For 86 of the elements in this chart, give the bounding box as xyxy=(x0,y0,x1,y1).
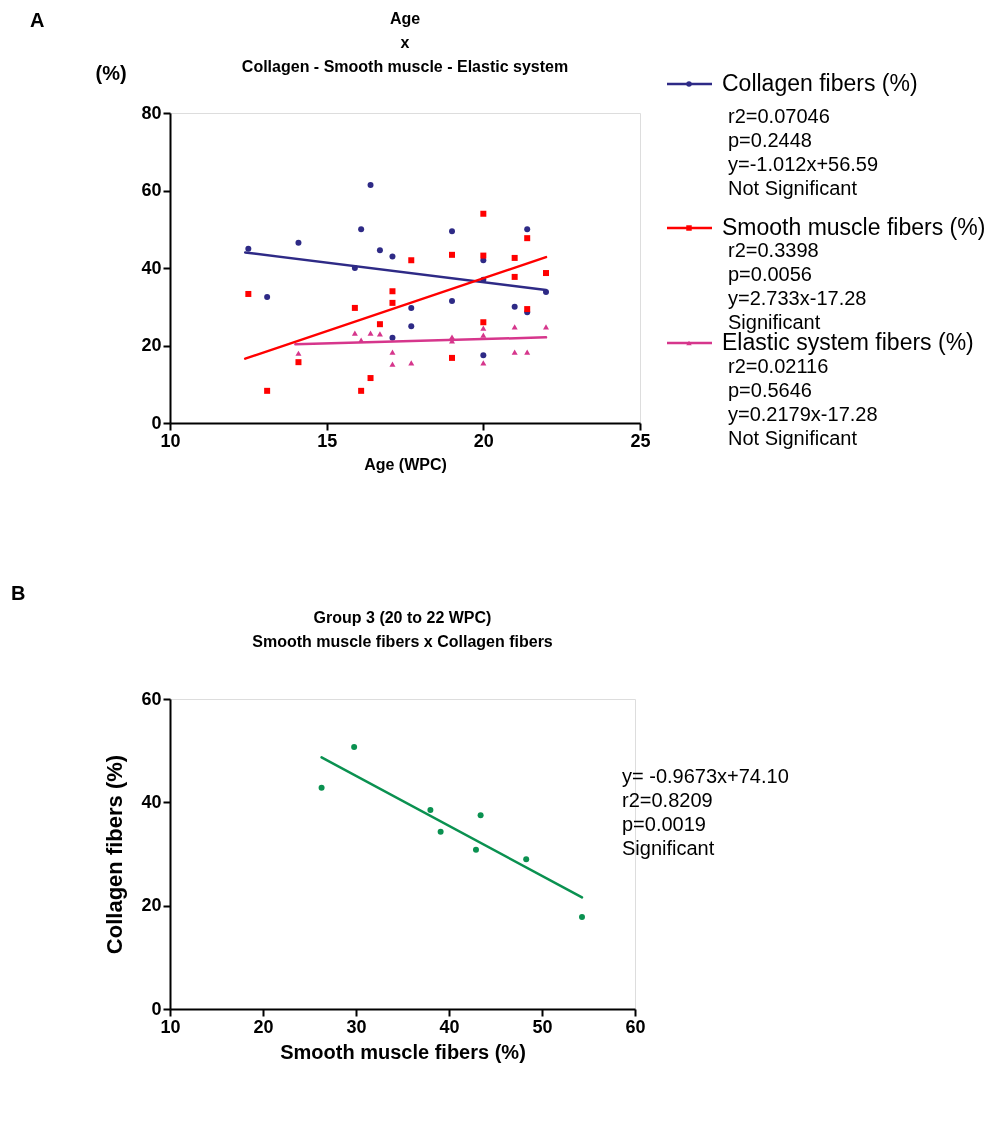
x-tick-label: 10 xyxy=(160,1016,181,1037)
point xyxy=(351,304,358,311)
text: A xyxy=(30,9,45,31)
point xyxy=(480,332,487,338)
y-tick-label: 0 xyxy=(151,412,162,433)
legend-label: Collagen fibers (%) xyxy=(722,70,918,96)
point xyxy=(511,349,518,355)
y-tick-label: 0 xyxy=(151,998,162,1019)
x-tick-label: 30 xyxy=(346,1016,367,1037)
point xyxy=(480,325,487,331)
point xyxy=(389,349,396,355)
x-tick-label: 15 xyxy=(317,430,338,451)
point xyxy=(524,349,531,355)
point xyxy=(389,361,396,367)
point xyxy=(367,182,374,189)
y-tick-label: 40 xyxy=(141,257,162,278)
point xyxy=(523,856,530,863)
text: r2=0.07046 p=0.2448 y=-1.012x+56.59 Not Significant xyxy=(728,105,879,199)
y-tick-label: 60 xyxy=(141,688,162,709)
y-axis-title: Collagen fibers (%) xyxy=(102,754,128,955)
point xyxy=(449,354,455,361)
point xyxy=(543,270,549,277)
point xyxy=(524,235,531,242)
point xyxy=(449,297,455,304)
point xyxy=(477,812,484,819)
text: r2=0.02116 p=0.5646 y=0.2179x-17.28 Not Significant xyxy=(728,355,878,449)
x-tick-label: 20 xyxy=(473,430,494,451)
text: r2=0.3398 p=0.0056 y=2.733x-17.28 Significant xyxy=(728,239,867,333)
x-axis-title: Age (WPC) xyxy=(364,455,447,473)
point xyxy=(511,303,518,310)
point xyxy=(295,239,302,246)
point xyxy=(427,807,434,814)
y-tick-label: 20 xyxy=(141,895,162,916)
point xyxy=(245,245,252,252)
point xyxy=(449,251,455,258)
x-tick-label: 50 xyxy=(532,1016,553,1037)
point xyxy=(245,290,252,297)
y-axis-title: (%) xyxy=(95,61,127,84)
x-tick-label: 60 xyxy=(625,1016,646,1037)
point xyxy=(524,226,531,233)
point xyxy=(389,253,396,260)
point xyxy=(351,744,358,751)
point xyxy=(358,226,365,233)
x-tick-label: 40 xyxy=(439,1016,460,1037)
point xyxy=(472,846,479,853)
x-axis-title: Smooth muscle fibers (%) xyxy=(280,1040,526,1063)
y-tick-label: 60 xyxy=(141,180,162,200)
x-tick-label: 10 xyxy=(160,430,181,451)
point xyxy=(408,323,415,330)
point xyxy=(351,330,358,336)
y-tick-label: 80 xyxy=(141,102,162,123)
point xyxy=(480,252,487,259)
point xyxy=(511,273,518,280)
point xyxy=(358,387,365,394)
point xyxy=(264,387,271,394)
point xyxy=(408,257,415,264)
point xyxy=(389,334,396,341)
point xyxy=(376,321,383,328)
point xyxy=(480,319,487,326)
point xyxy=(480,210,487,217)
point xyxy=(389,288,396,295)
point xyxy=(408,360,415,366)
legend-label: Smooth muscle fibers (%) xyxy=(722,214,986,240)
point xyxy=(318,784,325,791)
point xyxy=(437,828,444,835)
point xyxy=(480,352,487,359)
text: B xyxy=(11,582,26,604)
annotation: y= -0.9673x+74.10 r2=0.8209 p=0.0019 Significant xyxy=(622,765,789,859)
x-tick-label: 20 xyxy=(253,1016,274,1037)
point xyxy=(449,228,455,235)
point xyxy=(578,914,585,921)
point xyxy=(295,359,302,366)
x-tick-label: 25 xyxy=(630,430,651,451)
point xyxy=(376,247,383,254)
point xyxy=(295,350,302,356)
point xyxy=(264,294,271,301)
point xyxy=(480,360,487,366)
point xyxy=(367,375,374,382)
chart-title: Group 3 (20 to 22 WPC) Smooth muscle fibers x Collagen fibers xyxy=(252,609,553,650)
point xyxy=(408,304,415,311)
point xyxy=(367,330,374,336)
y-tick-label: 20 xyxy=(141,335,162,355)
point xyxy=(511,254,518,261)
point xyxy=(389,299,396,306)
chart-title: Age x Collagen - Smooth muscle - Elastic system xyxy=(241,10,569,75)
y-tick-label: 40 xyxy=(141,791,162,812)
